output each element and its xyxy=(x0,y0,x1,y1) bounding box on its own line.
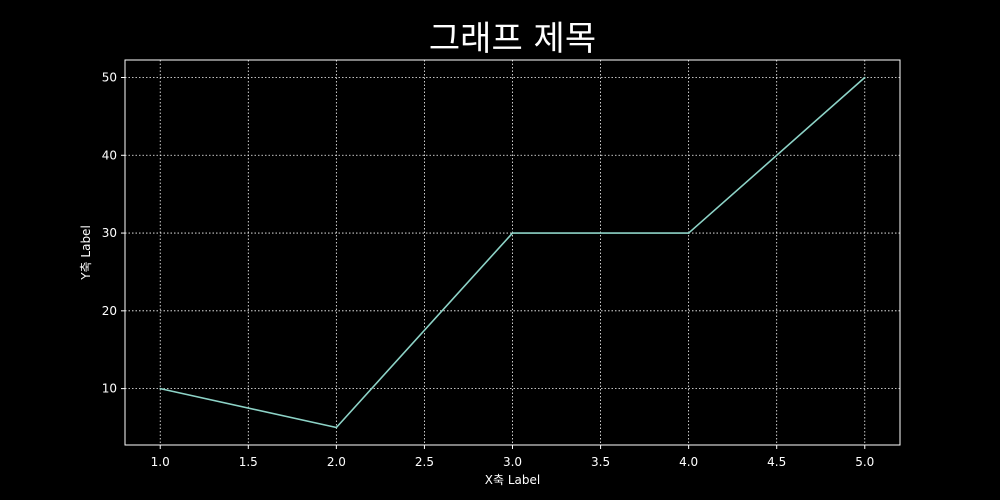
series-layer xyxy=(159,76,866,429)
data-point xyxy=(335,426,338,429)
y-tick-label: 40 xyxy=(102,148,117,162)
y-axis-ticks: 10 20 30 40 50 xyxy=(102,71,125,396)
x-tick-label: 1.5 xyxy=(239,455,258,469)
x-tick-label: 3.0 xyxy=(503,455,522,469)
y-tick-label: 20 xyxy=(102,304,117,318)
y-axis-label: Y축 Label xyxy=(79,225,93,281)
x-tick-label: 3.5 xyxy=(591,455,610,469)
x-axis-ticks: 1.0 1.5 2.0 2.5 3.0 3.5 4.0 4.5 5.0 xyxy=(151,445,874,469)
data-point xyxy=(863,76,866,79)
y-tick-label: 30 xyxy=(102,226,117,240)
data-point xyxy=(687,232,690,234)
x-tick-label: 5.0 xyxy=(855,455,874,469)
x-tick-label: 4.0 xyxy=(679,455,698,469)
chart-title: 그래프 제목 xyxy=(429,19,596,59)
x-tick-label: 1.0 xyxy=(151,455,170,469)
y-tick-label: 10 xyxy=(102,382,117,396)
grid xyxy=(125,60,900,445)
x-tick-label: 2.0 xyxy=(327,455,346,469)
x-tick-label: 2.5 xyxy=(415,455,434,469)
data-point xyxy=(511,232,514,234)
x-tick-label: 4.5 xyxy=(767,455,786,469)
data-point xyxy=(159,387,162,390)
x-axis-label: X축 Label xyxy=(485,473,540,487)
y-tick-label: 50 xyxy=(102,71,117,85)
